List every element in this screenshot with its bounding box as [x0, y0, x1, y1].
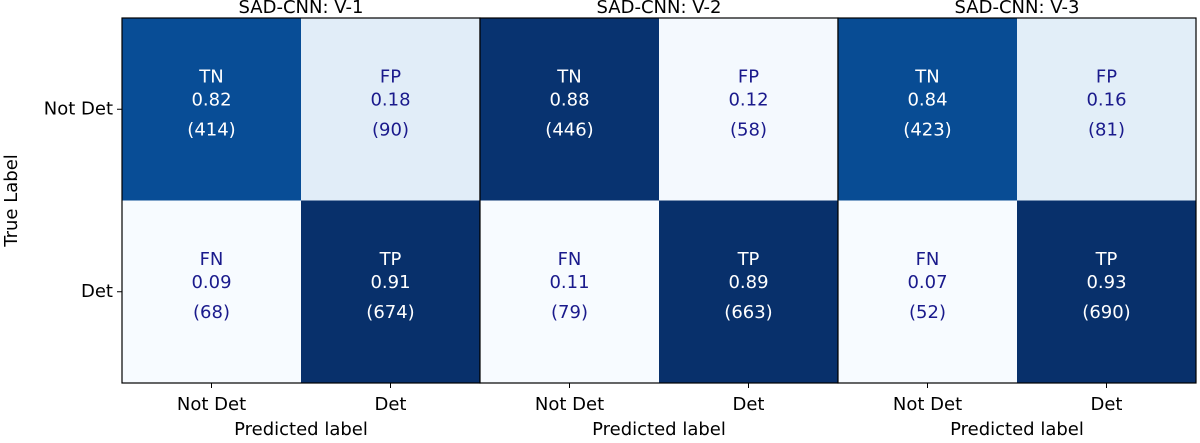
- x-axis-label: Predicted label: [234, 419, 368, 439]
- cell-value: 0.11: [549, 272, 589, 293]
- chart-title: SAD-CNN: V-2: [597, 0, 722, 18]
- cell-label: FN: [558, 249, 582, 270]
- cell-label: TP: [1095, 249, 1118, 270]
- cell-label: TP: [379, 249, 402, 270]
- heatmap-cell: [122, 200, 301, 383]
- heatmap-cell: [659, 18, 838, 201]
- heatmap-cell: [659, 200, 838, 383]
- y-tick-label: Not Det: [44, 98, 113, 119]
- heatmap-cell: [838, 18, 1017, 201]
- cell-value: 0.91: [370, 272, 410, 293]
- cell-count: (68): [193, 302, 230, 323]
- cell-value: 0.88: [549, 89, 589, 110]
- cell-label: FP: [738, 66, 759, 87]
- cell-value: 0.18: [370, 89, 410, 110]
- cell-count: (663): [724, 302, 772, 323]
- cell-label: FN: [916, 249, 940, 270]
- x-tick-label: Det: [733, 394, 765, 415]
- cell-label: TN: [914, 66, 939, 87]
- cell-count: (414): [187, 119, 235, 140]
- cell-count: (690): [1082, 302, 1130, 323]
- cell-count: (674): [366, 302, 414, 323]
- cell-count: (52): [909, 302, 946, 323]
- heatmap-cell: [480, 18, 659, 201]
- x-axis-label: Predicted label: [950, 419, 1084, 439]
- cell-count: (58): [730, 119, 767, 140]
- cell-label: TN: [556, 66, 581, 87]
- cell-value: 0.93: [1086, 272, 1126, 293]
- x-tick-label: Not Det: [177, 394, 246, 415]
- cell-count: (79): [551, 302, 588, 323]
- heatmap-cell: [480, 200, 659, 383]
- heatmap-cell: [1017, 18, 1196, 201]
- cell-label: TN: [198, 66, 223, 87]
- cell-label: FP: [1096, 66, 1117, 87]
- cell-value: 0.82: [191, 89, 231, 110]
- cell-label: TP: [737, 249, 760, 270]
- cell-value: 0.84: [907, 89, 947, 110]
- cell-count: (446): [545, 119, 593, 140]
- cell-count: (423): [903, 119, 951, 140]
- chart-title: SAD-CNN: V-1: [239, 0, 364, 18]
- cell-label: FP: [380, 66, 401, 87]
- heatmap-cell: [301, 200, 480, 383]
- heatmap-cell: [122, 18, 301, 201]
- cell-value: 0.07: [907, 272, 947, 293]
- heatmap-cell: [838, 200, 1017, 383]
- y-axis-label: True Label: [1, 154, 22, 248]
- chart-title: SAD-CNN: V-3: [955, 0, 1080, 18]
- cell-value: 0.12: [728, 89, 768, 110]
- heatmap-cell: [301, 18, 480, 201]
- cell-value: 0.09: [191, 272, 231, 293]
- cell-value: 0.89: [728, 272, 768, 293]
- cell-value: 0.16: [1086, 89, 1126, 110]
- x-tick-label: Not Det: [535, 394, 604, 415]
- y-tick-label: Det: [81, 281, 113, 302]
- x-tick-label: Det: [375, 394, 407, 415]
- x-tick-label: Not Det: [893, 394, 962, 415]
- x-tick-label: Det: [1091, 394, 1123, 415]
- cell-count: (90): [372, 119, 409, 140]
- plot-frame: [837, 17, 1197, 384]
- cell-count: (81): [1088, 119, 1125, 140]
- cell-label: FN: [200, 249, 224, 270]
- x-axis-label: Predicted label: [592, 419, 726, 439]
- heatmap-cell: [1017, 200, 1196, 383]
